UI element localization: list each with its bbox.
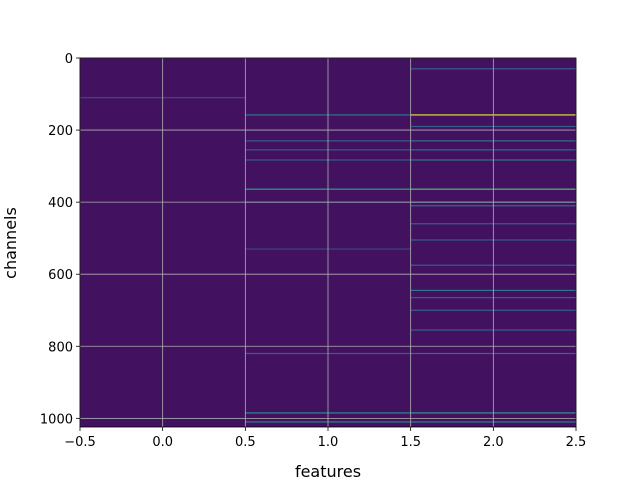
y-tick-label: 0 [65, 52, 73, 67]
ticks: −0.5 0.0 0.5 1.0 1.5 2.0 2.5 0 200 400 600 800 1000 [40, 52, 586, 450]
x-axis-label: features [295, 462, 361, 480]
y-tick-label: 800 [48, 340, 73, 355]
y-axis-label: channels [1, 207, 20, 279]
y-tick-label: 600 [48, 268, 73, 283]
x-tick-label: 2.0 [483, 435, 504, 450]
y-tick-label: 400 [48, 196, 73, 211]
x-tick-label: 1.0 [318, 435, 339, 450]
x-tick-label: −0.5 [64, 435, 96, 450]
x-tick-label: 1.5 [400, 435, 421, 450]
y-tick-label: 200 [48, 124, 73, 139]
x-tick-label: 2.5 [566, 435, 587, 450]
y-tick-label: 1000 [40, 412, 73, 427]
x-tick-label: 0.0 [152, 435, 173, 450]
x-tick-label: 0.5 [235, 435, 256, 450]
